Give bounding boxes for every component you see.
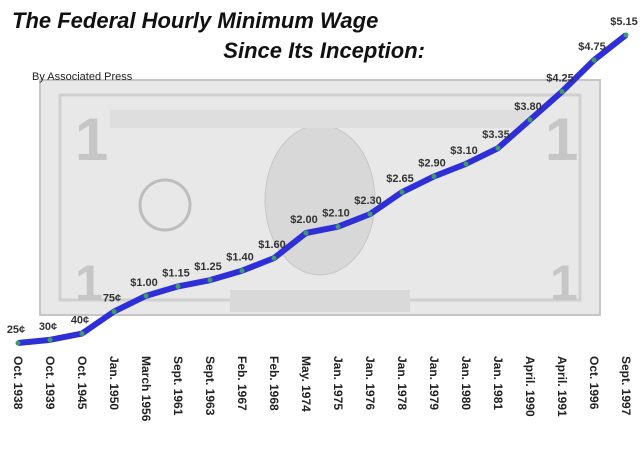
x-tick-label: Sept. 1961 (171, 356, 185, 416)
x-tick-label: Jan. 1979 (427, 356, 441, 410)
value-label: 30¢ (39, 321, 57, 333)
x-tick-label: Oct. 1938 (11, 356, 25, 410)
value-label: $2.65 (386, 173, 414, 185)
x-tick-label: Sept. 1963 (203, 356, 217, 416)
marker (495, 145, 501, 151)
marker (463, 161, 469, 167)
chart-subtitle: Since Its Inception: (223, 38, 425, 63)
x-tick-label: April. 1991 (555, 356, 569, 417)
x-tick-label: Feb. 1967 (235, 356, 249, 411)
x-tick-label: Jan. 1980 (459, 356, 473, 410)
marker (207, 277, 213, 283)
value-label: $4.25 (546, 73, 574, 85)
marker (527, 117, 533, 123)
x-tick-label: April. 1990 (523, 356, 537, 417)
marker (143, 293, 149, 299)
x-tick-label: Jan. 1950 (107, 356, 121, 410)
x-tick-label: Jan. 1976 (363, 356, 377, 410)
marker (367, 211, 373, 217)
value-label: $3.10 (450, 145, 478, 157)
x-tick-label: Oct. 1996 (587, 356, 601, 410)
x-tick-label: March 1956 (139, 356, 153, 422)
marker (271, 255, 277, 261)
marker (111, 309, 117, 315)
marker (79, 331, 85, 337)
x-tick-label: Oct. 1945 (75, 356, 89, 410)
value-label: $1.25 (194, 261, 222, 273)
x-tick-label: Jan. 1975 (331, 356, 345, 410)
dollar-bill: 1 1 1 1 (39, 79, 601, 316)
value-label: $3.35 (482, 129, 510, 141)
marker (335, 224, 341, 230)
value-label: $1.60 (258, 239, 286, 251)
x-tick-label: Jan. 1981 (491, 356, 505, 410)
svg-text:1: 1 (75, 255, 103, 311)
x-tick-label: May. 1974 (299, 356, 313, 412)
marker (303, 230, 309, 236)
value-label: 40¢ (71, 315, 89, 327)
marker (431, 173, 437, 179)
svg-text:1: 1 (75, 106, 108, 173)
value-label: $5.15 (610, 16, 638, 28)
value-label: $1.15 (162, 267, 190, 279)
value-label: $2.10 (322, 208, 350, 220)
x-tick-label: Sept. 1997 (619, 356, 633, 416)
x-tick-label: Jan. 1978 (395, 356, 409, 410)
svg-text:1: 1 (545, 106, 578, 173)
marker (623, 32, 629, 38)
value-label: $1.40 (226, 252, 254, 264)
line (17, 32, 628, 346)
marker (239, 268, 245, 274)
chart-title: The Federal Hourly Minimum Wage (12, 8, 378, 33)
value-label: 75¢ (103, 293, 121, 305)
source: By Associated Press (32, 71, 133, 83)
value-label: $2.90 (418, 157, 446, 169)
marker (15, 340, 21, 346)
value-label: $3.80 (514, 101, 542, 113)
value-label: 25¢ (7, 324, 25, 336)
svg-text:1: 1 (550, 255, 578, 311)
marker (591, 57, 597, 63)
x-tick-label: Feb. 1968 (267, 356, 281, 411)
marker (399, 189, 405, 195)
marker (47, 337, 53, 343)
value-label: $2.30 (354, 195, 382, 207)
marker (175, 283, 181, 289)
value-label: $1.00 (130, 277, 158, 289)
marker (559, 89, 565, 95)
value-label: $4.75 (578, 41, 606, 53)
value-label: $2.00 (290, 214, 318, 226)
x-tick-label: Oct. 1939 (43, 356, 57, 410)
